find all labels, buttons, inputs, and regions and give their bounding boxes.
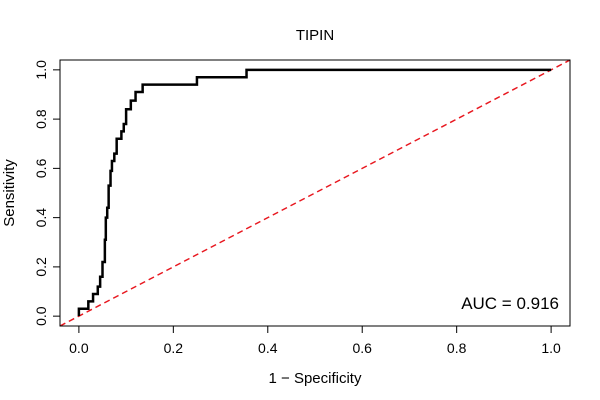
plot-frame	[59, 59, 571, 327]
y-tick-label: 0.4	[33, 208, 49, 228]
y-tick-label: 1.0	[33, 60, 49, 80]
x-tick-label: 0.8	[447, 340, 467, 356]
y-axis: 0.0 0.2 0.4 0.6 0.8 1.0	[33, 60, 60, 326]
y-tick-label: 0.8	[33, 109, 49, 129]
y-tick-label: 0.6	[33, 158, 49, 178]
reference-diagonal-line	[59, 59, 571, 327]
y-tick-label: 0.0	[33, 306, 49, 326]
y-tick-label: 0.2	[33, 257, 49, 277]
x-axis-label: 1 − Specificity	[269, 370, 362, 387]
x-tick-label: 0.4	[258, 340, 278, 356]
x-tick-label: 1.0	[541, 340, 561, 356]
x-tick-label: 0.6	[352, 340, 372, 356]
chart-title: TIPIN	[296, 27, 334, 44]
x-axis: 0.0 0.2 0.4 0.6 0.8 1.0	[69, 326, 561, 356]
x-tick-label: 0.0	[69, 340, 89, 356]
y-axis-label: Sensitivity	[1, 159, 18, 227]
x-tick-label: 0.2	[164, 340, 184, 356]
auc-annotation: AUC = 0.916	[461, 294, 559, 313]
roc-curve-line	[77, 68, 552, 317]
plot-area	[59, 59, 571, 327]
